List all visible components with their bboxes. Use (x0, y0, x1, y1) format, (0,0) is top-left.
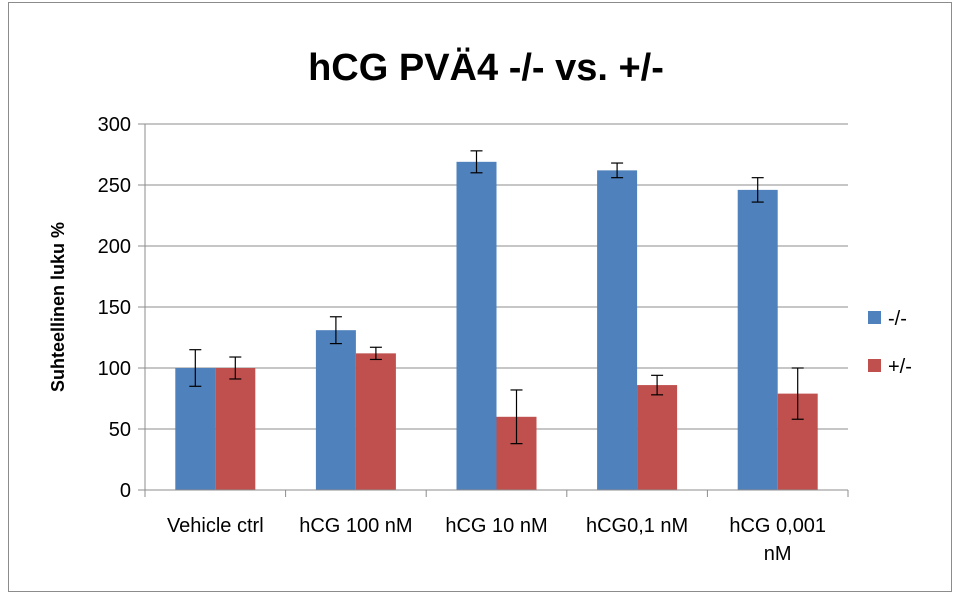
x-category-label: hCG 0,001 (729, 515, 826, 537)
y-tick-label: 0 (120, 480, 131, 502)
y-tick-label: 250 (98, 175, 131, 197)
bar-plus-minus (355, 353, 396, 490)
bar-plus-minus (215, 368, 256, 490)
y-tick-label: 200 (98, 236, 131, 258)
bar-plus-minus (637, 385, 678, 490)
legend: -/- +/- (868, 308, 912, 378)
bar-minus-minus (175, 368, 216, 490)
legend-label: -/- (888, 308, 907, 330)
chart-title: hCG PVÄ4 -/- vs. +/- (308, 46, 664, 89)
x-category-label: hCG 10 nM (445, 515, 547, 537)
bar-minus-minus (597, 170, 638, 491)
y-tick-label: 100 (98, 358, 131, 380)
y-tick-label: 50 (109, 419, 131, 441)
legend-label: +/- (888, 356, 912, 378)
y-tick-label: 300 (98, 114, 131, 136)
bars (175, 150, 818, 491)
bar-minus-minus (456, 161, 497, 490)
legend-swatch (868, 359, 881, 372)
x-category-label: hCG 100 nM (299, 515, 412, 537)
legend-swatch (868, 311, 881, 324)
bar-minus-minus (737, 189, 778, 490)
bar-minus-minus (315, 330, 356, 490)
axes: 0 50 100 150 200 250 300 Vehicle ctrl hCG 100 nM… (98, 114, 849, 565)
y-axis-label: Suhteellinen luku % (48, 222, 68, 392)
x-category-label: hCG0,1 nM (586, 515, 688, 537)
x-category-label: nM (764, 543, 792, 565)
x-category-label: Vehicle ctrl (167, 515, 264, 537)
y-tick-label: 150 (98, 297, 131, 319)
